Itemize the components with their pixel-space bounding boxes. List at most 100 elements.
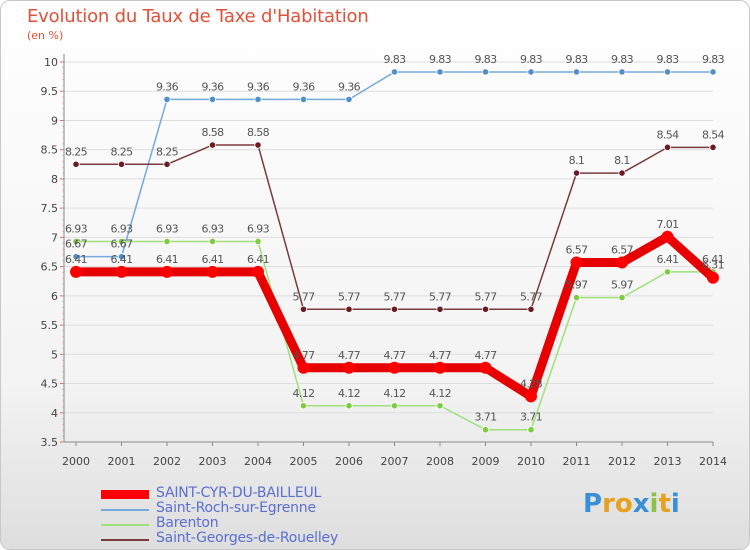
y-tick-label: 10 [44,56,58,69]
legend-label-saint-cyr: SAINT-CYR-DU-BAILLEUL [156,485,322,501]
data-label: 6.41 [702,253,724,266]
y-tick-label: 9 [51,114,58,127]
y-tick-label: 3.5 [41,436,59,449]
data-point [252,265,264,278]
x-tick-label: 2010 [517,455,545,468]
x-tick-label: 2002 [153,455,181,468]
data-label: 4.77 [292,349,315,362]
data-label: 5.77 [292,290,315,303]
x-tick-label: 2009 [472,455,500,468]
data-point [390,68,399,76]
x-tick-label: 2005 [290,455,318,468]
data-label: 4.12 [383,387,405,400]
data-label: 6.67 [110,238,133,251]
logo-letter: t [658,489,671,519]
data-label: 9.83 [429,53,452,66]
data-label: 9.83 [520,53,543,66]
data-label: 6.41 [656,253,678,266]
data-label: 9.83 [565,53,588,66]
logo-letter: r [602,489,615,519]
data-point [163,95,171,104]
x-tick-label: 2004 [244,455,272,468]
data-label: 6.41 [201,253,223,266]
data-point [436,305,444,313]
data-point [436,402,444,410]
data-label: 5.77 [474,290,497,303]
legend-label-saint-georges: Saint-Georges-de-Rouelley [156,530,339,546]
x-tick-label: 2013 [654,455,682,468]
legend-swatch-saint-roch [101,509,149,511]
data-point [343,361,355,374]
legend-label-saint-roch: Saint-Roch-sur-Egrenne [156,500,316,516]
legend-label-barenton: Barenton [156,515,219,531]
logo-letter: x [632,489,650,519]
data-label: 3.71 [520,411,542,424]
y-tick-label: 8 [51,173,58,186]
data-label: 4.77 [383,349,406,362]
data-label: 5.77 [383,290,406,303]
data-label: 9.83 [474,53,497,66]
proxiti-logo: Proxiti [583,489,680,519]
data-point [481,68,490,76]
data-label: 9.36 [156,80,179,93]
x-tick-label: 2008 [426,455,454,468]
data-point [254,237,262,246]
data-point [208,237,217,246]
data-label: 6.31 [702,259,724,272]
data-label: 5.77 [338,290,361,303]
data-point [661,230,674,243]
data-label: 6.41 [110,253,132,266]
logo-letter: i [649,489,659,519]
x-tick-label: 2011 [563,455,591,468]
data-label: 4.28 [520,377,543,390]
legend-swatch-saint-georges [101,539,149,541]
y-tick-label: 4 [51,407,58,420]
data-point [663,268,672,276]
data-point [434,361,446,374]
data-label: 6.67 [65,238,88,251]
data-label: 8.54 [656,128,679,141]
y-tick-label: 7.5 [41,202,59,215]
x-tick-label: 2006 [335,455,363,468]
data-point [527,68,535,76]
data-label: 9.36 [338,80,361,93]
y-tick-label: 7 [51,231,58,244]
legend-swatch-saint-cyr [101,490,149,499]
x-tick-label: 2001 [108,455,136,468]
data-label: 4.77 [338,349,361,362]
data-point [618,293,626,302]
y-tick-label: 5 [51,348,58,361]
data-point [388,361,401,374]
data-label: 3.71 [474,411,496,424]
data-label: 5.97 [565,279,588,292]
data-label: 6.57 [611,244,634,257]
data-point [72,253,80,261]
data-point [70,265,82,278]
data-point [572,293,581,302]
data-point [117,160,126,168]
data-label: 9.36 [292,80,315,93]
data-point [72,237,80,246]
y-tick-label: 6.5 [41,261,59,274]
data-point [663,68,672,76]
y-axis-unit-label: (en %) [27,29,64,42]
x-tick-label: 2003 [199,455,227,468]
data-label: 9.83 [383,53,406,66]
data-point [345,305,353,313]
data-label: 4.77 [429,349,452,362]
logo-letter: P [583,489,603,519]
data-point [208,141,217,149]
data-point [117,237,126,246]
data-label: 6.93 [156,222,179,235]
data-label: 4.77 [474,349,497,362]
data-point [570,256,583,269]
data-point [572,169,581,177]
data-point [117,253,126,261]
data-point [618,169,626,177]
y-tick-label: 9.5 [41,85,59,98]
data-label: 9.36 [201,80,224,93]
data-label: 6.41 [156,253,178,266]
data-label: 5.97 [611,279,634,292]
data-label: 9.83 [611,53,634,66]
